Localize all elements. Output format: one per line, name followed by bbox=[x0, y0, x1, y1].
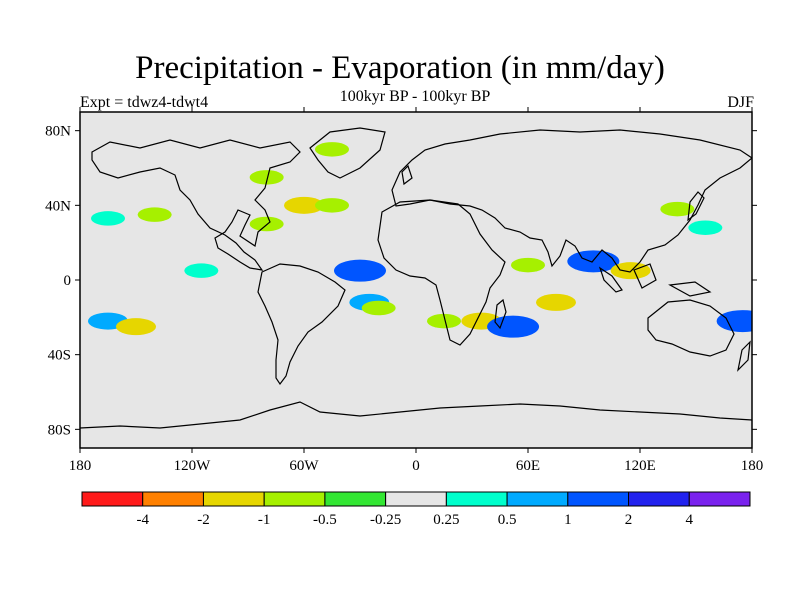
colorbar-swatch bbox=[567, 491, 630, 507]
lon-tick-label: 120W bbox=[174, 458, 212, 474]
colorbar-label: -4 bbox=[136, 512, 149, 528]
lon-tick-label: 180 bbox=[741, 458, 764, 474]
anomaly-region bbox=[334, 259, 386, 282]
colorbar-label: 0.25 bbox=[433, 512, 459, 528]
anomaly-region bbox=[487, 315, 540, 338]
lat-tick-label: 80S bbox=[48, 422, 71, 438]
coastline-new-guinea bbox=[668, 281, 712, 297]
colorbar-swatch bbox=[385, 491, 447, 507]
lat-tick-label: 0 bbox=[64, 273, 72, 289]
experiment-label: Expt = tdwz4-tdwt4 bbox=[80, 94, 209, 111]
colorbar-label: -0.25 bbox=[370, 512, 401, 528]
coastline-eurasia bbox=[391, 129, 752, 273]
colorbar-label: 2 bbox=[625, 512, 633, 528]
coastline-madagascar bbox=[494, 298, 507, 330]
colorbar-swatch bbox=[81, 491, 144, 507]
coastline-antarctica bbox=[80, 401, 752, 429]
anomaly-region bbox=[137, 207, 172, 222]
coastline-new-zealand bbox=[737, 340, 751, 372]
anomaly-region bbox=[249, 170, 284, 185]
map-axes: 80N 40N 0 40S 80S 180 120W 60W 0 60E 120E 180 bbox=[45, 107, 763, 474]
anomaly-region bbox=[284, 196, 324, 214]
coastline-borneo bbox=[633, 263, 657, 289]
anomaly-region bbox=[184, 263, 219, 278]
colorbar-label: 4 bbox=[686, 512, 694, 528]
anomaly-layer bbox=[88, 142, 752, 338]
colorbar-swatch bbox=[263, 491, 326, 507]
lon-tick-label: 120E bbox=[624, 458, 656, 474]
colorbar-swatch bbox=[445, 491, 508, 507]
anomaly-region bbox=[688, 220, 723, 235]
coastline-japan bbox=[687, 191, 705, 222]
map-background bbox=[80, 112, 752, 448]
anomaly-region bbox=[511, 257, 545, 273]
lat-tick-label: 40S bbox=[48, 348, 71, 364]
anomaly-region bbox=[536, 293, 576, 311]
colorbar-swatch bbox=[506, 491, 569, 507]
anomaly-region bbox=[315, 142, 349, 157]
coastline-north-america bbox=[91, 139, 301, 271]
coastline-south-america bbox=[257, 263, 346, 386]
anomaly-region bbox=[361, 300, 396, 316]
colorbar-swatch bbox=[688, 491, 751, 507]
colorbar-label: -2 bbox=[197, 512, 210, 528]
coastline-british-isles bbox=[401, 164, 413, 186]
lon-tick-label: 0 bbox=[412, 458, 420, 474]
coastline-australia bbox=[647, 299, 735, 357]
lon-tick-label: 60W bbox=[289, 458, 319, 474]
anomaly-region bbox=[427, 313, 461, 329]
coastline-greenland bbox=[309, 127, 386, 179]
lon-tick-label: 180 bbox=[69, 458, 92, 474]
anomaly-region bbox=[716, 310, 752, 333]
coastline-africa bbox=[377, 199, 506, 346]
coastline-sumatra bbox=[598, 266, 623, 293]
lat-tick-label: 40N bbox=[45, 198, 71, 214]
colorbar-label: 0.5 bbox=[498, 512, 517, 528]
anomaly-region bbox=[660, 201, 695, 217]
colorbar-swatch bbox=[324, 491, 387, 507]
lon-tick-label: 60E bbox=[516, 458, 540, 474]
anomaly-region bbox=[315, 198, 349, 213]
plot-title: Precipitation - Evaporation (in mm/day) bbox=[135, 50, 665, 86]
colorbar-label: -0.5 bbox=[313, 512, 337, 528]
colorbar-label: -1 bbox=[258, 512, 271, 528]
coastlines bbox=[80, 127, 752, 429]
colorbar-swatch bbox=[628, 491, 690, 507]
colorbar-label: 1 bbox=[564, 512, 572, 528]
colorbar-swatch bbox=[202, 491, 265, 507]
plot-subtitle: 100kyr BP - 100kyr BP bbox=[339, 88, 491, 105]
anomaly-region bbox=[116, 318, 156, 336]
anomaly-region bbox=[91, 211, 125, 226]
lat-tick-label: 80N bbox=[45, 124, 71, 140]
colorbar-swatch bbox=[142, 491, 204, 507]
colorbar: -4 -2 -1 -0.5 -0.25 0.25 0.5 1 2 4 bbox=[81, 491, 751, 528]
season-label: DJF bbox=[727, 94, 754, 111]
